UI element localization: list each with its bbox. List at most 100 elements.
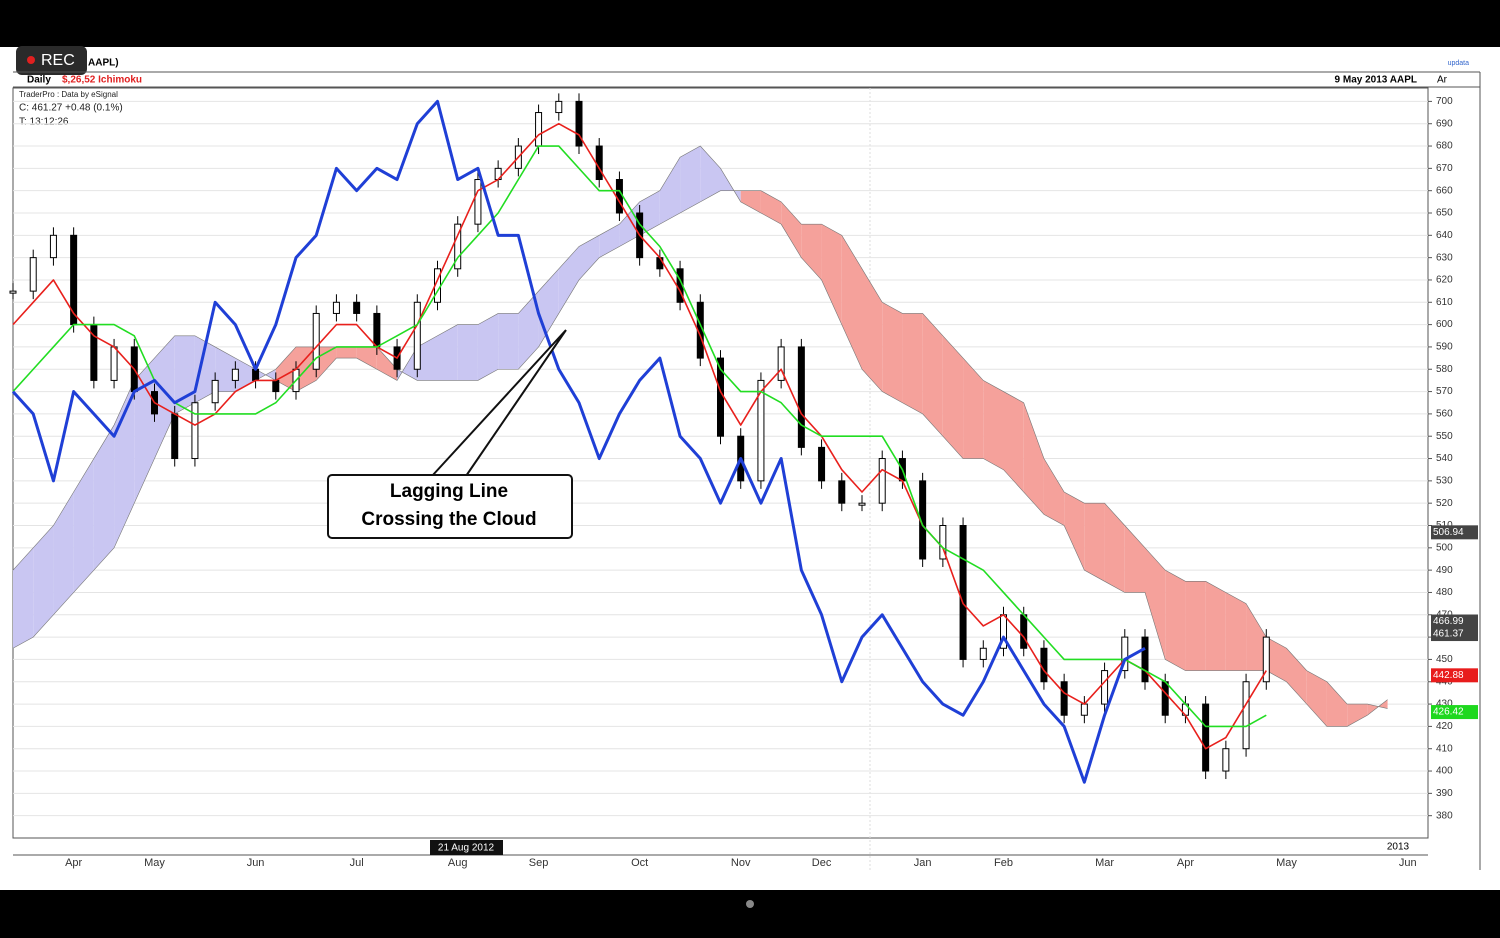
cloud-segment	[437, 324, 458, 381]
candle	[818, 446, 826, 482]
series-line	[12, 145, 1267, 728]
candle	[1242, 681, 1250, 750]
y-tick-label: 480	[1436, 587, 1453, 598]
chart-panel	[0, 47, 1500, 890]
candle	[1080, 703, 1088, 716]
year-marker: 2013	[1387, 842, 1410, 853]
cloud-segment	[13, 547, 34, 649]
cloud-segment	[457, 324, 478, 381]
candle	[1101, 670, 1109, 705]
candle	[353, 301, 361, 314]
cloud-segment	[1205, 581, 1226, 671]
date-marker-box	[430, 840, 503, 855]
y-tick-label: 680	[1436, 141, 1453, 152]
cloud-segment	[1023, 402, 1044, 515]
axis-marker-box	[1431, 614, 1478, 629]
cloud-segment	[1064, 492, 1085, 571]
rec-dot	[27, 56, 35, 64]
candle	[1161, 681, 1169, 716]
cloud-segment	[1165, 570, 1186, 671]
cloud-segment	[53, 492, 74, 615]
cloud-segment	[93, 425, 115, 571]
candle	[1202, 703, 1210, 772]
axis-marker-label: 506.94	[1433, 527, 1464, 538]
x-tick-label: Oct	[631, 857, 648, 869]
x-tick-label: Apr	[1177, 857, 1194, 869]
cloud-segment	[821, 224, 842, 325]
candle	[474, 179, 482, 225]
x-tick-label: Feb	[994, 857, 1013, 869]
y-tick-label: 690	[1436, 118, 1453, 129]
cloud-segment	[882, 302, 903, 403]
cloud-segment	[194, 335, 216, 403]
y-tick-label: 640	[1436, 230, 1453, 241]
candle	[1060, 681, 1068, 716]
annotation: Lagging Line Crossing the Cloud	[327, 329, 573, 539]
y-tick-label: 430	[1436, 699, 1453, 710]
y-tick-label: 500	[1436, 542, 1453, 553]
callout-text: Crossing the Cloud	[361, 509, 536, 530]
rec-label: REC	[41, 52, 75, 69]
cloud-segment	[154, 335, 175, 459]
candle	[878, 458, 886, 504]
cloud-segment	[639, 190, 660, 236]
axis-marker-label: 466.99	[1433, 616, 1464, 627]
candle	[373, 312, 381, 348]
symbol: AAPL)	[88, 58, 119, 69]
cloud-segment	[862, 268, 883, 392]
y-tick-label: 590	[1436, 342, 1453, 353]
y-tick-label: 610	[1436, 297, 1453, 308]
candle	[1141, 636, 1149, 683]
cloud-segment	[518, 291, 539, 370]
candle	[231, 368, 239, 381]
callout-text: Lagging Line	[390, 481, 508, 502]
rec-badge[interactable]	[16, 46, 87, 75]
candle	[1262, 636, 1270, 683]
cloud-segment	[33, 525, 54, 638]
cloud-segment	[1286, 648, 1307, 705]
study: $,26,52 Ichimoku	[62, 75, 142, 86]
cloud-segment	[356, 346, 377, 370]
candle	[858, 502, 866, 506]
x-tick-label: Jan	[914, 857, 932, 869]
candle	[777, 346, 785, 381]
cloud-segment	[1326, 681, 1348, 727]
axis-marker-label: 442.88	[1433, 670, 1464, 681]
time-line: T: 13:12:26	[19, 117, 69, 128]
candle	[191, 402, 199, 460]
candle	[9, 290, 17, 294]
x-tick-label: Apr	[65, 857, 82, 869]
x-tick-label: Aug	[448, 857, 468, 869]
cloud-segment	[1246, 603, 1267, 671]
y-tick-label: 490	[1436, 565, 1453, 576]
candle	[1040, 647, 1048, 683]
candle	[110, 346, 118, 381]
candle	[171, 413, 179, 460]
candle	[615, 179, 623, 214]
cloud-segment	[659, 157, 681, 225]
cloud-segment	[1225, 592, 1247, 671]
axis-marker-label: 426.42	[1433, 707, 1464, 718]
candle	[272, 379, 280, 393]
cloud-segment	[902, 313, 923, 414]
candle	[575, 100, 583, 147]
x-tick-label: May	[144, 857, 165, 869]
candle	[939, 525, 947, 560]
cloud-segment	[1084, 503, 1105, 582]
candle	[979, 647, 987, 660]
y-tick-label: 550	[1436, 431, 1453, 442]
cloud-segment	[336, 346, 357, 359]
page-indicator[interactable]	[746, 900, 754, 908]
candle	[595, 145, 603, 181]
axis-marker-box	[1431, 705, 1478, 720]
axis-marker-box	[1431, 627, 1478, 642]
y-tick-label: 570	[1436, 386, 1453, 397]
cloud-segment	[1266, 637, 1287, 682]
cloud-segment	[275, 346, 296, 392]
axis-marker-box	[1431, 668, 1478, 683]
candle	[413, 301, 421, 370]
period: Daily	[27, 75, 51, 86]
y-tick-label: 600	[1436, 319, 1453, 330]
cloud-segment	[619, 201, 640, 247]
